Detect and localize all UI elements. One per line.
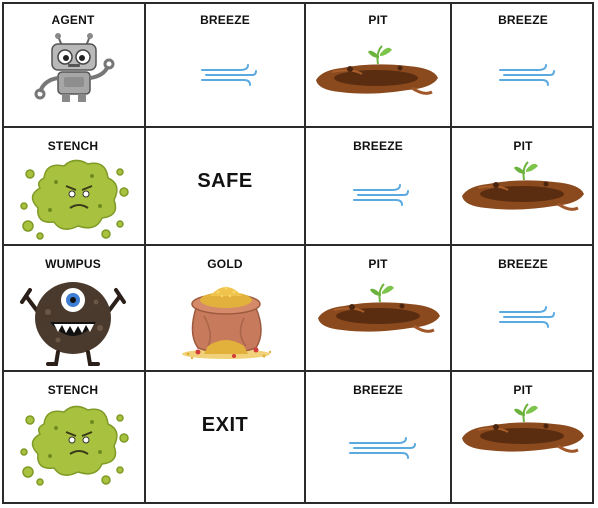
grid-divider: [450, 2, 452, 504]
cell-r1-c3[interactable]: PIT: [306, 2, 450, 126]
cell-r3-c2[interactable]: GOLD: [146, 246, 304, 370]
cell-r3-c1[interactable]: WUMPUS: [2, 246, 144, 370]
cell-r4-c2[interactable]: EXIT: [146, 372, 304, 504]
cell-label: BREEZE: [353, 139, 403, 153]
grid-divider: [2, 370, 594, 372]
stench-cloud-icon: [20, 405, 129, 486]
grid-border-bottom: [2, 502, 594, 504]
cell-r3-c3[interactable]: PIT: [306, 246, 450, 370]
wind-icon: [499, 306, 555, 328]
cell-r1-c1[interactable]: AGENT: [2, 2, 144, 126]
cell-r2-c3[interactable]: BREEZE: [306, 128, 450, 244]
gold-sack-icon: [182, 286, 272, 360]
grid-border-left: [2, 2, 4, 504]
grid-border-top: [2, 2, 594, 4]
cell-label: PIT: [513, 139, 533, 153]
wumpus-monster-icon: [20, 282, 126, 366]
cell-label: PIT: [368, 257, 388, 271]
grid-divider: [2, 244, 594, 246]
cell-r2-c2[interactable]: SAFE: [146, 128, 304, 244]
cell-r4-c3[interactable]: BREEZE: [306, 372, 450, 504]
cell-label: AGENT: [51, 13, 95, 27]
robot-icon: [34, 33, 115, 102]
cell-label: PIT: [368, 13, 388, 27]
cell-label: WUMPUS: [45, 257, 101, 271]
cell-label: PIT: [513, 383, 533, 397]
pit-icon: [316, 45, 438, 95]
cell-r1-c4[interactable]: BREEZE: [452, 2, 594, 126]
cell-label: BREEZE: [353, 383, 403, 397]
cell-label: BREEZE: [200, 13, 250, 27]
cell-r1-c2[interactable]: BREEZE: [146, 2, 304, 126]
wind-icon: [499, 64, 555, 86]
wind-icon: [353, 184, 409, 206]
stench-cloud-icon: [20, 159, 129, 240]
grid-border-right: [592, 2, 594, 504]
cell-label: STENCH: [47, 383, 99, 397]
wind-icon: [201, 64, 257, 86]
cell-r2-c4[interactable]: PIT: [452, 128, 594, 244]
grid-divider: [144, 2, 146, 504]
cell-label: SAFE: [197, 170, 253, 192]
wumpus-world-grid: AGENT BREEZE: [2, 2, 594, 504]
cell-label: STENCH: [47, 139, 99, 153]
cell-label: EXIT: [201, 414, 249, 436]
pit-icon: [462, 161, 584, 211]
pit-icon: [462, 403, 584, 453]
cell-label: BREEZE: [498, 257, 548, 271]
wind-icon: [349, 437, 416, 459]
pit-icon: [318, 283, 440, 333]
cell-r4-c4[interactable]: PIT: [452, 372, 594, 504]
cell-r3-c4[interactable]: BREEZE: [452, 246, 594, 370]
cell-r4-c1[interactable]: STENCH: [2, 372, 144, 504]
cell-r2-c1[interactable]: STENCH: [2, 128, 144, 244]
cell-label: GOLD: [207, 257, 243, 271]
grid-divider: [304, 2, 306, 504]
grid-divider: [2, 126, 594, 128]
cell-label: BREEZE: [498, 13, 548, 27]
